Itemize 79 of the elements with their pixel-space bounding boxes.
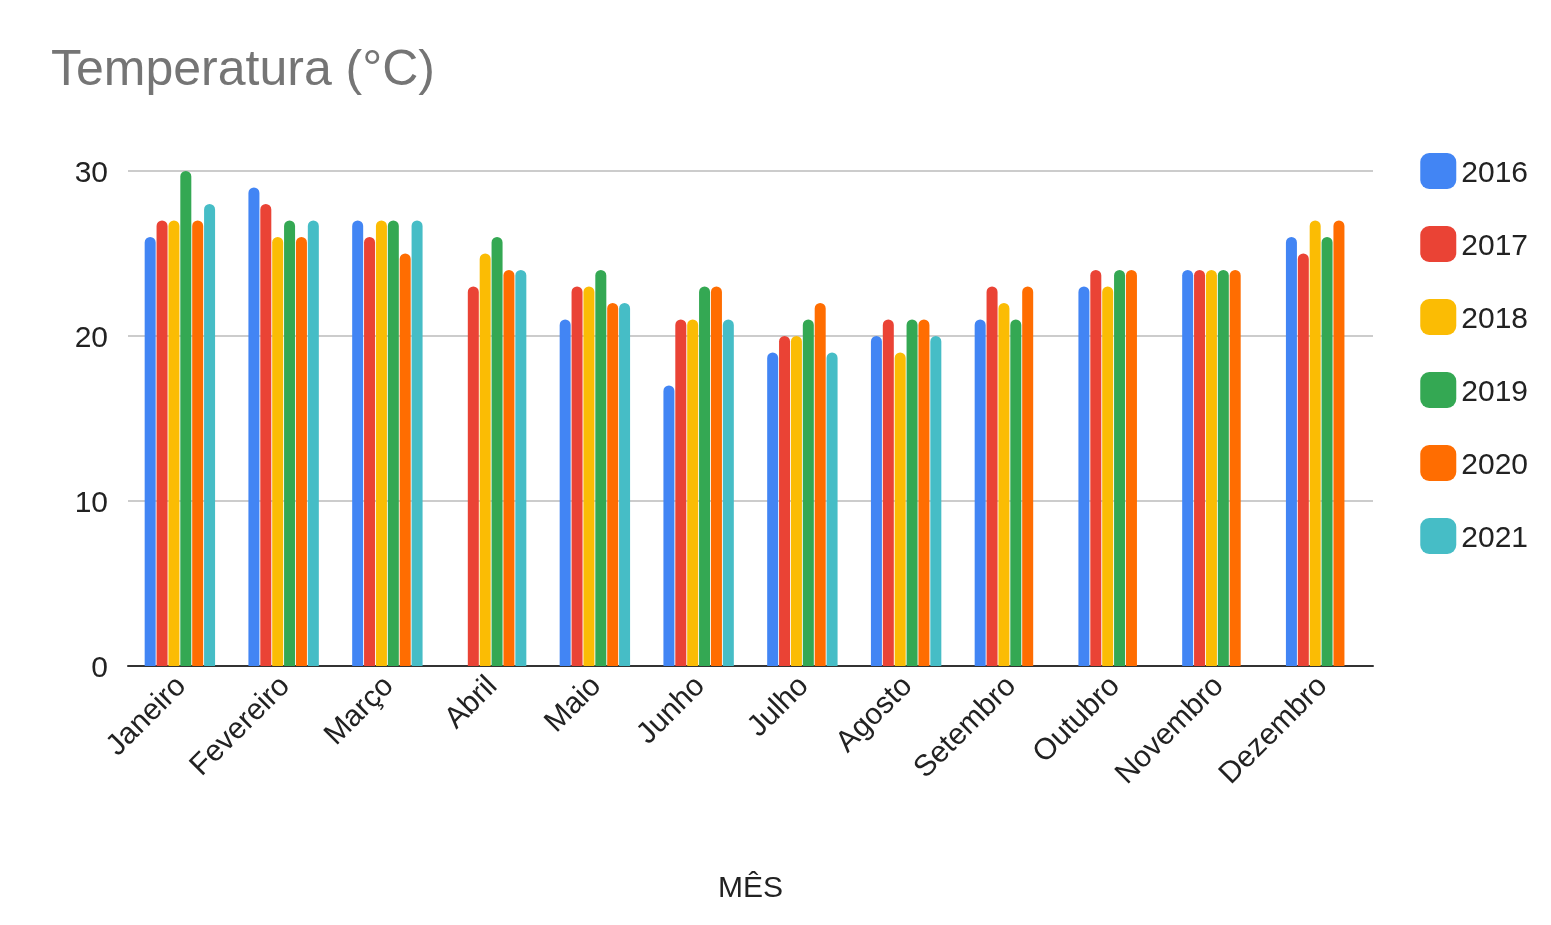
bar bbox=[1333, 220, 1345, 666]
bar bbox=[1321, 237, 1333, 666]
bar bbox=[375, 220, 387, 666]
bar bbox=[352, 220, 364, 666]
bar bbox=[192, 220, 204, 666]
y-tick-label: 20 bbox=[74, 319, 108, 353]
bar bbox=[722, 319, 734, 666]
bar bbox=[790, 336, 802, 666]
bar bbox=[882, 319, 894, 666]
bar bbox=[144, 237, 156, 666]
bar bbox=[870, 336, 882, 666]
y-tick-label: 30 bbox=[74, 154, 108, 188]
bar bbox=[307, 220, 319, 666]
bar bbox=[1217, 270, 1229, 666]
bar bbox=[1102, 286, 1114, 666]
bar bbox=[272, 237, 284, 666]
legend-label: 2021 bbox=[1461, 519, 1529, 553]
y-tick-label: 0 bbox=[91, 649, 108, 683]
bar bbox=[411, 220, 423, 666]
bar bbox=[204, 204, 216, 666]
bar bbox=[699, 286, 711, 666]
bar bbox=[260, 204, 272, 666]
bar bbox=[467, 286, 479, 666]
bar bbox=[1125, 270, 1137, 666]
bar bbox=[583, 286, 595, 666]
bar bbox=[607, 303, 619, 666]
legend-label: 2016 bbox=[1461, 154, 1529, 188]
bar bbox=[710, 286, 722, 666]
bar bbox=[802, 319, 814, 666]
bar bbox=[1194, 270, 1206, 666]
bar bbox=[814, 303, 826, 666]
bar bbox=[180, 171, 192, 666]
bar bbox=[364, 237, 376, 666]
bar bbox=[559, 319, 571, 666]
bar bbox=[479, 253, 491, 666]
bar bbox=[295, 237, 307, 666]
bar bbox=[284, 220, 296, 666]
bar bbox=[1229, 270, 1241, 666]
bar bbox=[168, 220, 180, 666]
bar bbox=[571, 286, 583, 666]
bar bbox=[503, 270, 515, 666]
bar bbox=[1078, 286, 1090, 666]
bar bbox=[663, 385, 675, 666]
bar bbox=[1182, 270, 1194, 666]
bar bbox=[595, 270, 607, 666]
bar bbox=[675, 319, 687, 666]
bar bbox=[491, 237, 503, 666]
bar bbox=[387, 220, 399, 666]
bar bbox=[998, 303, 1010, 666]
bar bbox=[1022, 286, 1034, 666]
legend-label: 2017 bbox=[1461, 227, 1529, 261]
bar bbox=[894, 352, 906, 666]
bar bbox=[1010, 319, 1022, 666]
bar bbox=[918, 319, 930, 666]
bar bbox=[930, 336, 942, 666]
bar bbox=[1297, 253, 1309, 666]
bar bbox=[1090, 270, 1102, 666]
bar bbox=[826, 352, 838, 666]
bar bbox=[515, 270, 527, 666]
x-axis-title: MÊS bbox=[717, 869, 784, 903]
bar bbox=[1205, 270, 1217, 666]
bar bbox=[1309, 220, 1321, 666]
legend-label: 2020 bbox=[1461, 446, 1529, 480]
bar bbox=[1114, 270, 1126, 666]
bar bbox=[986, 286, 998, 666]
bar bbox=[906, 319, 918, 666]
bar bbox=[767, 352, 779, 666]
bar bbox=[974, 319, 986, 666]
bar bbox=[619, 303, 631, 666]
legend-label: 2019 bbox=[1461, 373, 1529, 407]
bar bbox=[1285, 237, 1297, 666]
bar bbox=[399, 253, 411, 666]
bar bbox=[779, 336, 791, 666]
bar bbox=[248, 187, 260, 666]
bar bbox=[687, 319, 699, 666]
legend-label: 2018 bbox=[1461, 300, 1529, 334]
chart-title: Temperatura (°C) bbox=[51, 40, 435, 96]
bar bbox=[156, 220, 168, 666]
y-tick-label: 10 bbox=[74, 484, 108, 518]
